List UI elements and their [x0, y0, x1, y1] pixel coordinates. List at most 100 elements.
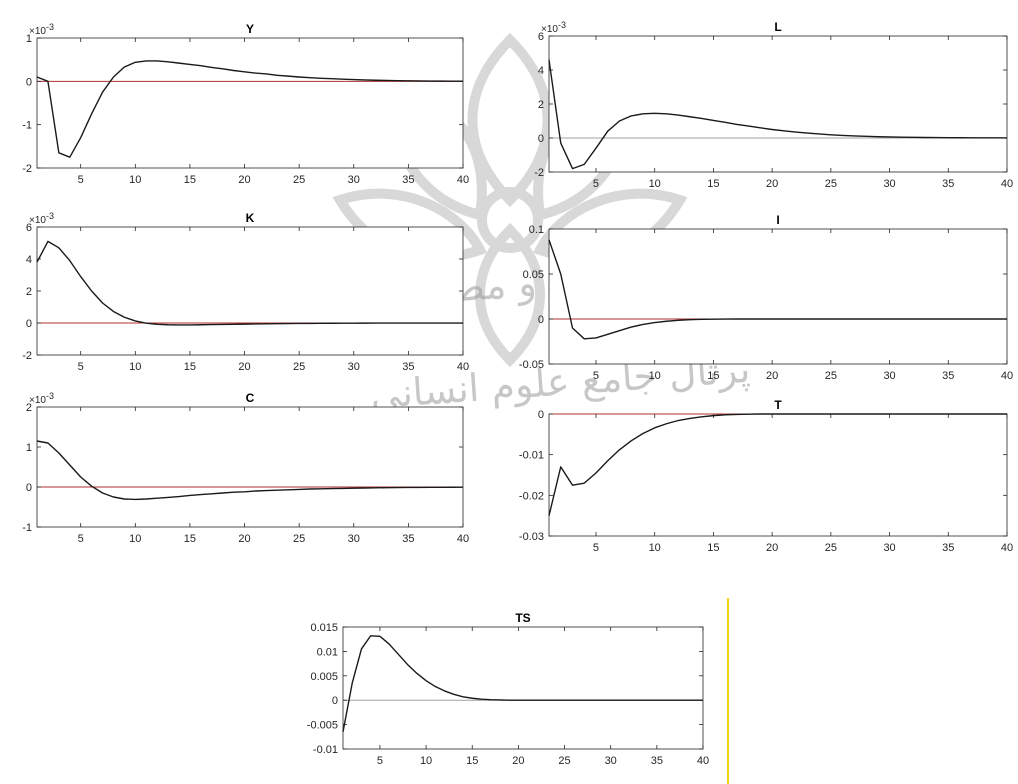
chart-c: 5 10 15 20 25 30 35 40 -1 0 1 2×10-3 C — [22, 391, 469, 545]
x-tick-label: 40 — [697, 755, 709, 767]
plot-area — [548, 35, 1008, 173]
series-line-l — [548, 59, 1008, 170]
x-tick-label: 25 — [293, 533, 305, 545]
x-tick-label: 10 — [649, 370, 661, 382]
y-tick-label: 4 — [26, 254, 32, 266]
y-tick-label: 2 — [26, 402, 32, 414]
y-tick-label: 2 — [538, 99, 544, 111]
y-tick-label: -0.01 — [519, 450, 544, 462]
series-line-ts — [342, 635, 703, 733]
chart-ts: 5 10 15 20 25 30 35 40 -0.01 -0.005 0 0.005 0.01 0.01… — [307, 611, 709, 767]
x-tick-label: 5 — [593, 370, 599, 382]
x-tick-label: 10 — [129, 174, 141, 186]
exponent-sup: -3 — [46, 211, 54, 221]
x-tick-label: 35 — [942, 542, 954, 554]
y-tick-label: 0 — [538, 314, 544, 326]
x-tick-label: 35 — [402, 361, 414, 373]
x-tick-label: 25 — [825, 178, 837, 190]
x-tick-label: 15 — [184, 361, 196, 373]
x-tick-label: 40 — [457, 361, 469, 373]
chart-title: TS — [515, 611, 530, 625]
x-tick-label: 30 — [883, 370, 895, 382]
x-tick-label: 20 — [766, 178, 778, 190]
exponent-label: ×10-3 — [29, 211, 54, 226]
plot-area — [36, 37, 464, 169]
chart-title: C — [246, 391, 255, 405]
x-tick-label: 5 — [78, 533, 84, 545]
x-tick-label: 25 — [825, 370, 837, 382]
x-tick-label: 15 — [707, 370, 719, 382]
exponent-label: ×10-3 — [29, 391, 54, 406]
x-tick-label: 5 — [78, 174, 84, 186]
chart-title: L — [774, 20, 781, 34]
x-tick-label: 15 — [707, 542, 719, 554]
x-tick-label: 30 — [348, 174, 360, 186]
x-tick-label: 30 — [883, 542, 895, 554]
y-tick-label: 0 — [538, 409, 544, 421]
chart-k: 5 10 15 20 25 30 35 40 -2 0 2 4 6×10-3 K — [22, 211, 469, 373]
series-line-c — [36, 440, 464, 501]
x-tick-label: 40 — [457, 533, 469, 545]
exponent-sup: -3 — [46, 22, 54, 32]
y-tick-label: 1 — [26, 442, 32, 454]
y-tick-label: -0.005 — [307, 720, 338, 732]
x-tick-label: 20 — [238, 533, 250, 545]
x-tick-label: 40 — [1001, 178, 1013, 190]
y-tick-label: 0.05 — [523, 269, 544, 281]
chart-title: K — [246, 211, 255, 225]
x-tick-label: 20 — [766, 542, 778, 554]
x-tick-label: 20 — [766, 370, 778, 382]
y-tick-label: 0.01 — [317, 646, 338, 658]
chart-y: 5 10 15 20 25 30 35 40 -2 -1 0 1×10-3 Y — [22, 22, 469, 186]
x-tick-label: 25 — [293, 174, 305, 186]
x-tick-label: 10 — [420, 755, 432, 767]
exponent-sup: -3 — [46, 391, 54, 401]
exponent-label: ×10-3 — [29, 22, 54, 37]
x-tick-label: 40 — [1001, 370, 1013, 382]
y-tick-label: 0 — [26, 482, 32, 494]
y-tick-label: 0.1 — [529, 224, 544, 236]
y-tick-label: -2 — [22, 350, 32, 362]
series-line-t — [548, 413, 1007, 516]
x-tick-label: 15 — [466, 755, 478, 767]
y-tick-label: -0.02 — [519, 490, 544, 502]
x-tick-label: 25 — [293, 361, 305, 373]
y-tick-label: -1 — [22, 120, 32, 132]
y-tick-label: 0 — [26, 318, 32, 330]
chart-i: 5 10 15 20 25 30 35 40 -0.05 0 0.05 0.1 I — [519, 213, 1013, 382]
x-tick-label: 5 — [78, 361, 84, 373]
x-tick-label: 10 — [129, 533, 141, 545]
chart-l: 5 10 15 20 25 30 35 40 -2 0 2 4 6×10-3 L — [534, 20, 1013, 190]
y-tick-label: 0 — [538, 133, 544, 145]
x-tick-label: 35 — [942, 178, 954, 190]
y-tick-label: -2 — [22, 163, 32, 175]
x-tick-label: 30 — [348, 533, 360, 545]
plot-area — [36, 226, 464, 356]
x-tick-label: 40 — [1001, 542, 1013, 554]
x-tick-label: 20 — [238, 361, 250, 373]
chart-title: I — [776, 213, 779, 227]
x-tick-label: 30 — [883, 178, 895, 190]
chart-title: T — [774, 398, 782, 412]
yellow-edge-line — [727, 598, 729, 784]
x-tick-label: 5 — [593, 542, 599, 554]
y-tick-label: 0.015 — [310, 622, 338, 634]
y-tick-label: 2 — [26, 286, 32, 298]
y-tick-label: -1 — [22, 522, 32, 534]
plot-area — [548, 413, 1008, 537]
x-tick-label: 10 — [129, 361, 141, 373]
y-tick-label: -2 — [534, 167, 544, 179]
y-tick-label: -0.03 — [519, 531, 544, 543]
plot-area — [36, 406, 464, 528]
exponent-sup: -3 — [558, 20, 566, 30]
x-tick-label: 25 — [825, 542, 837, 554]
plot-area — [342, 626, 704, 750]
x-tick-label: 5 — [593, 178, 599, 190]
x-tick-label: 20 — [512, 755, 524, 767]
y-tick-label: -0.01 — [313, 744, 338, 756]
chart-title: Y — [246, 22, 254, 36]
y-tick-label: 6 — [538, 31, 544, 43]
series-line-i — [548, 239, 1007, 340]
y-tick-label: 0.005 — [310, 671, 338, 683]
x-tick-label: 5 — [377, 755, 383, 767]
